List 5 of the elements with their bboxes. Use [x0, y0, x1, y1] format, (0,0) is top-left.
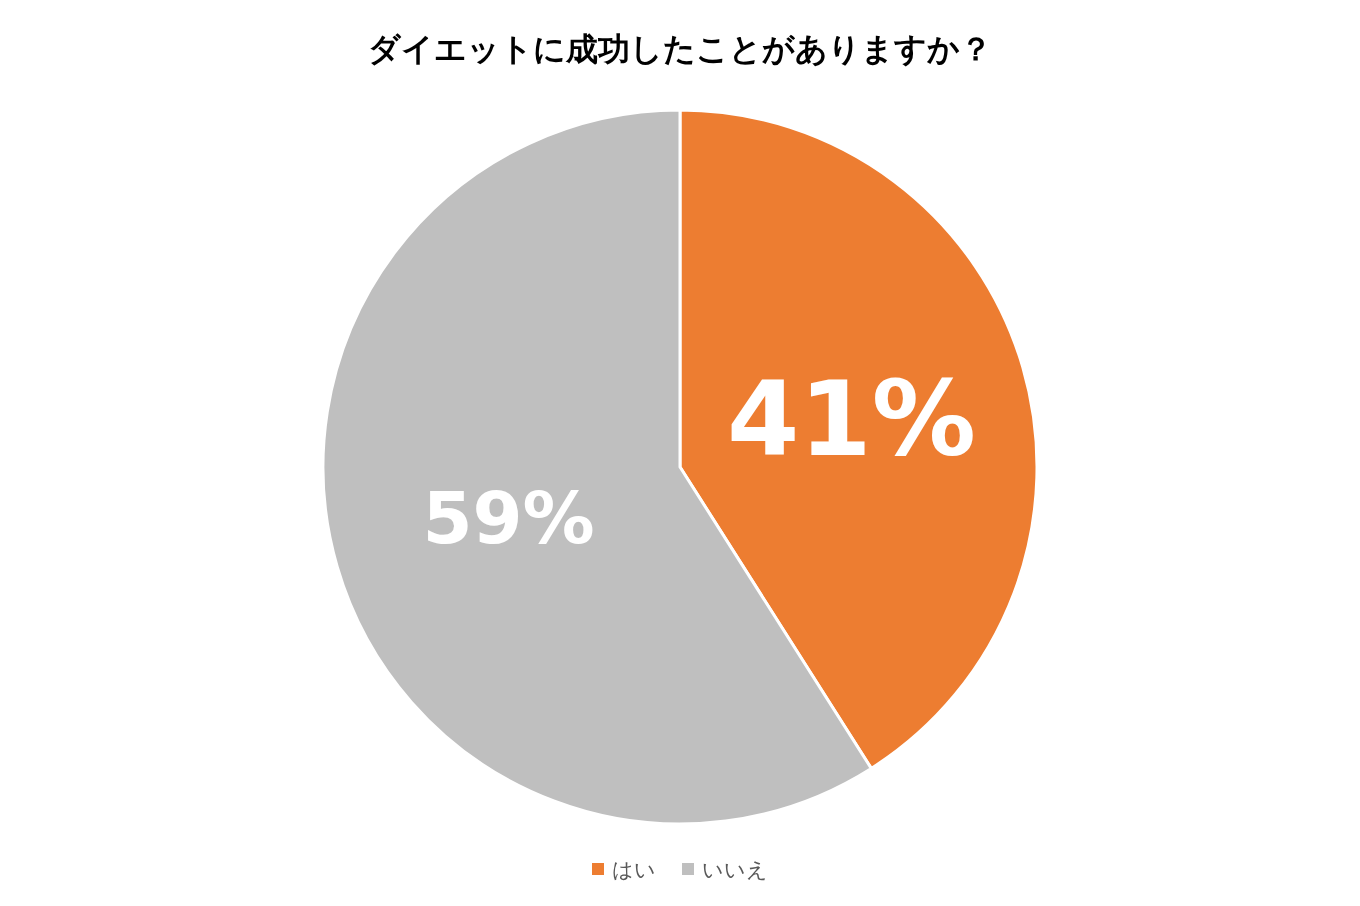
data-label: 59% — [422, 475, 595, 560]
chart-title: ダイエットに成功したことがありますか？ — [368, 30, 992, 68]
legend-label: はい — [612, 858, 656, 882]
legend-label: いいえ — [702, 858, 768, 882]
data-label: 41% — [726, 357, 976, 480]
